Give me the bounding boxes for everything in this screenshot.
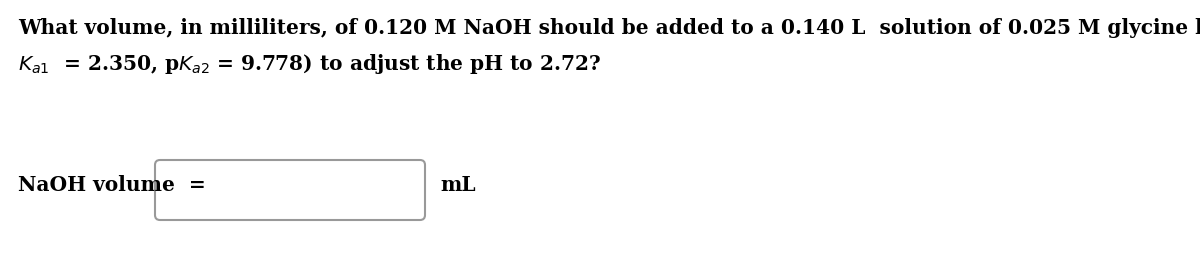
FancyBboxPatch shape [155,160,425,220]
Text: What volume, in milliliters, of 0.120 M NaOH should be added to a 0.140 L  solut: What volume, in milliliters, of 0.120 M … [18,18,1200,38]
Text: $K_{a1}$  = 2.350, p$K_{a2}$ = 9.778) to adjust the pH to 2.72?: $K_{a1}$ = 2.350, p$K_{a2}$ = 9.778) to … [18,52,601,76]
Text: mL: mL [440,175,475,195]
Text: NaOH volume  =: NaOH volume = [18,175,205,195]
